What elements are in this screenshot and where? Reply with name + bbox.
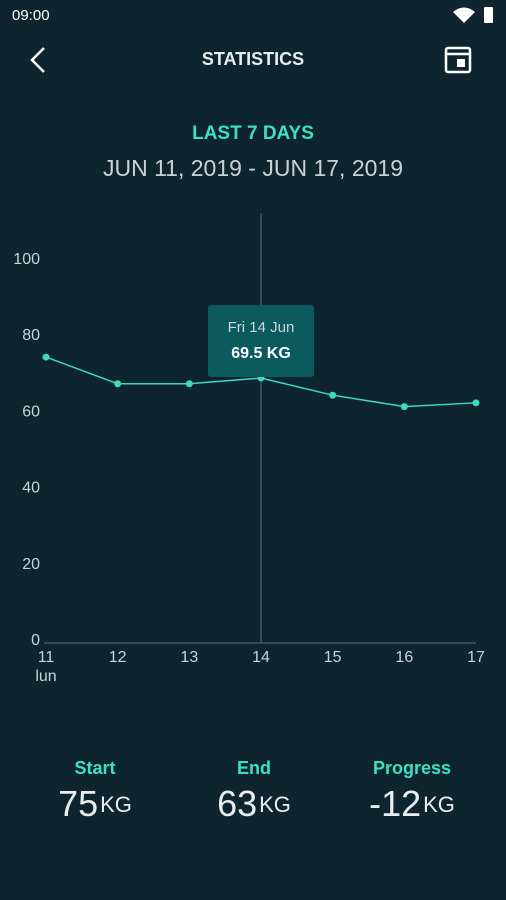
stat-unit: KG (423, 792, 455, 817)
stat-label: Progress (373, 758, 451, 778)
y-tick-label: 80 (22, 327, 40, 344)
period-range: JUN 11, 2019 - JUN 17, 2019 (103, 155, 403, 181)
data-point (185, 380, 193, 388)
screen-title: STATISTICS (202, 49, 304, 69)
calendar-button[interactable] (444, 46, 472, 74)
stat-number: 75 (58, 783, 98, 824)
data-point (42, 353, 50, 361)
tooltip-value: 69.5 KG (231, 345, 291, 362)
stat-number: -12 (369, 783, 421, 824)
x-tick-label: 13 (180, 649, 198, 666)
y-tick-label: 40 (22, 480, 40, 497)
x-tick-label: 17 (467, 649, 485, 666)
data-point (472, 399, 480, 407)
status-time: 09:00 (12, 7, 50, 24)
tooltip-box (208, 305, 314, 377)
x-tick-label: 14 (252, 649, 270, 666)
stat-label: Start (74, 758, 115, 778)
battery-icon (484, 7, 493, 23)
wifi-icon (453, 7, 475, 23)
y-tick-label: 0 (31, 632, 40, 649)
data-point (114, 380, 122, 388)
data-point (329, 391, 337, 399)
x-tick-label: 15 (324, 649, 342, 666)
period-label: LAST 7 DAYS (192, 123, 314, 144)
y-tick-label: 100 (13, 251, 40, 268)
stat-number: 63 (217, 783, 257, 824)
x-tick-label: 16 (395, 649, 413, 666)
tooltip-title: Fri 14 Jun (228, 319, 295, 336)
y-tick-label: 60 (22, 403, 40, 420)
x-tick-label: 11 (38, 649, 55, 666)
stat-value: 63KG (217, 783, 291, 824)
stat-label: End (237, 758, 271, 778)
stat-value: 75KG (58, 783, 132, 824)
stat-unit: KG (259, 792, 291, 817)
stat-unit: KG (100, 792, 132, 817)
x-tick-label: 12 (109, 649, 127, 666)
back-button[interactable] (30, 47, 45, 73)
calendar-icon-day[interactable] (457, 59, 465, 67)
stat-value: -12KG (369, 783, 455, 824)
plot: 0 20 40 60 80 100 11 12 13 14 15 16 17 lun (13, 251, 485, 685)
data-point (400, 403, 408, 411)
x-tick-sublabel: lun (35, 668, 56, 685)
y-tick-label: 20 (22, 556, 40, 573)
calendar-icon[interactable] (444, 46, 472, 74)
